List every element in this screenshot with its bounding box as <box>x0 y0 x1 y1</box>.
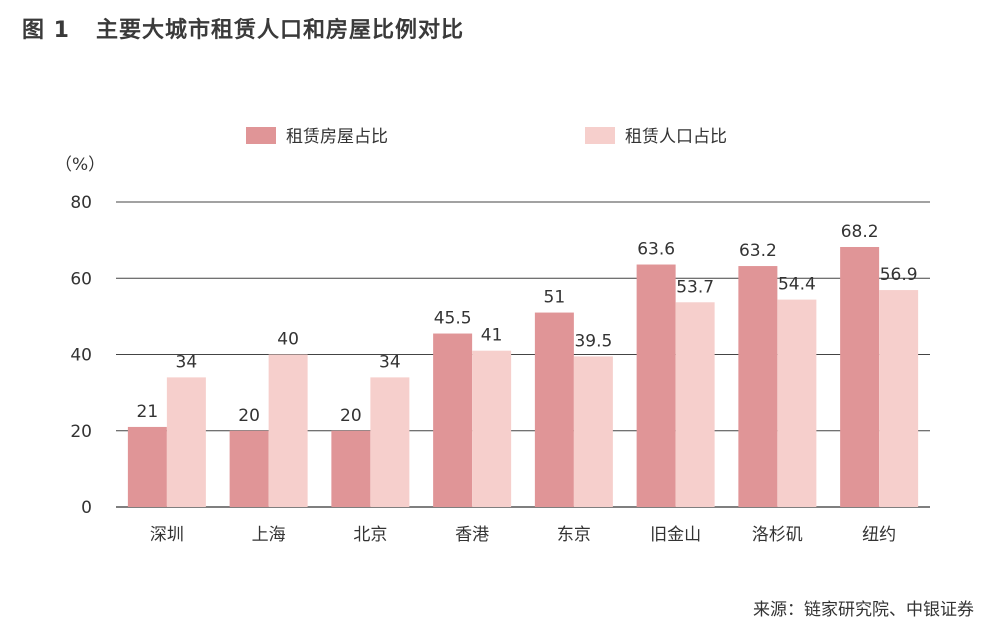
legend-swatch <box>246 127 276 144</box>
x-tick-label: 香港 <box>455 525 489 545</box>
x-tick-label: 旧金山 <box>650 525 701 545</box>
data-label: 34 <box>379 352 401 372</box>
y-tick-label: 60 <box>70 269 92 289</box>
bar-housing <box>534 312 574 507</box>
legend-swatch <box>585 127 615 144</box>
data-label: 39.5 <box>574 331 612 351</box>
data-label: 40 <box>277 330 299 350</box>
bar-population <box>166 377 206 507</box>
data-label: 20 <box>238 406 260 426</box>
bar-population <box>675 302 715 507</box>
data-label: 68.2 <box>841 222 879 242</box>
data-label: 21 <box>137 402 159 422</box>
figure-number: 图 1 <box>22 18 70 43</box>
bar-housing <box>840 246 880 508</box>
data-label: 34 <box>176 352 198 372</box>
data-label: 53.7 <box>676 277 714 297</box>
data-label: 63.2 <box>739 241 777 261</box>
x-tick-label: 深圳 <box>150 525 184 545</box>
legend-label: 租赁人口占比 <box>625 127 727 147</box>
bar-housing <box>433 333 473 507</box>
bar-population <box>573 356 613 507</box>
data-label: 41 <box>481 326 503 346</box>
x-tick-label: 纽约 <box>862 525 896 545</box>
bar-population <box>777 299 817 507</box>
y-tick-label: 20 <box>70 422 92 442</box>
bar-housing <box>636 264 676 507</box>
figure-title-text: 主要大城市租赁人口和房屋比例对比 <box>95 18 464 43</box>
bar-housing <box>738 266 778 507</box>
bar-housing <box>331 430 371 507</box>
y-tick-label: 40 <box>70 346 92 366</box>
legend-label: 租赁房屋占比 <box>286 127 388 147</box>
y-axis-label: （%） <box>55 155 105 175</box>
x-tick-label: 洛杉矶 <box>752 525 803 545</box>
data-label: 54.4 <box>778 275 816 295</box>
bar-population <box>879 290 919 507</box>
data-label: 51 <box>544 288 566 308</box>
data-label: 20 <box>340 406 362 426</box>
data-label: 63.6 <box>637 240 675 260</box>
y-tick-label: 80 <box>70 193 92 213</box>
x-tick-label: 北京 <box>353 525 387 545</box>
bar-population <box>370 377 410 507</box>
bar-population <box>472 350 512 507</box>
y-tick-label: 0 <box>81 498 92 518</box>
bar-housing <box>229 430 269 507</box>
bar-population <box>268 354 308 507</box>
data-label: 45.5 <box>434 309 472 329</box>
bar-housing <box>127 426 167 507</box>
figure-title: 图 1 主要大城市租赁人口和房屋比例对比 <box>22 12 464 44</box>
source-note: 来源：链家研究院、中银证券 <box>753 600 974 620</box>
data-label: 56.9 <box>880 265 918 285</box>
x-tick-label: 东京 <box>557 525 591 545</box>
x-tick-label: 上海 <box>252 525 286 545</box>
